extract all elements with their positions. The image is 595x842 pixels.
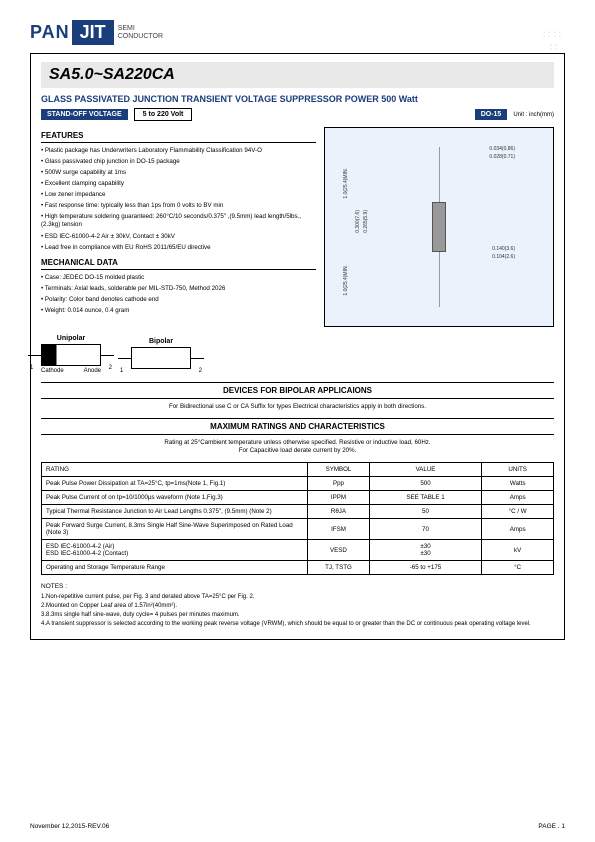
table-row: Peak Pulse Power Dissipation at TA=25°C,… (42, 477, 554, 491)
mechdata-item: Polarity: Color band denotes cathode end (41, 296, 316, 304)
dim-label: 0.140(3.6) (492, 246, 515, 252)
standoff-label: STAND-OFF VOLTAGE (41, 109, 128, 120)
mechdata-header: MECHANICAL DATA (41, 258, 316, 270)
table-row: Typical Thermal Resistance Junction to A… (42, 505, 554, 519)
feature-item: ESD IEC-61000-4-2 Air ± 30kV, Contact ± … (41, 233, 316, 241)
subtitle: GLASS PASSIVATED JUNCTION TRANSIENT VOLT… (41, 94, 554, 104)
dim-label: 0.300(7.6) (355, 210, 361, 233)
logo-subtitle: SEMI CONDUCTOR (118, 25, 163, 40)
notes-list: 1.Non-repetitive current pulse, per Fig.… (41, 593, 554, 629)
col-value: VALUE (369, 463, 482, 477)
table-cell: -65 to +175 (369, 561, 482, 575)
logo-jit: JIT (72, 20, 114, 45)
feature-item: 500W surge capability at 1ms (41, 169, 316, 177)
table-cell: Amps (482, 519, 554, 540)
table-cell: VESD (308, 540, 369, 561)
standoff-range: 5 to 220 Volt (134, 108, 193, 121)
footer-date: November 12,2015-REV.06 (30, 823, 109, 830)
cathode-label: Cathode (41, 368, 64, 374)
table-cell: 500 (369, 477, 482, 491)
footer: November 12,2015-REV.06 PAGE . 1 (30, 823, 565, 830)
feature-item: Lead free in compliance with EU RoHS 201… (41, 244, 316, 252)
logo: PAN JIT SEMI CONDUCTOR (30, 20, 565, 45)
feature-item: Glass passivated chip junction in DO-15 … (41, 158, 316, 166)
table-cell: SEE TABLE 1 (369, 491, 482, 505)
col-symbol: SYMBOL (308, 463, 369, 477)
table-cell: Watts (482, 477, 554, 491)
logo-pan: PAN (30, 22, 70, 43)
devices-header: DEVICES FOR BIPOLAR APPLICAIONS (41, 382, 554, 399)
note-item: 4.A transient suppressor is selected acc… (41, 620, 554, 629)
note-item: 1.Non-repetitive current pulse, per Fig.… (41, 593, 554, 602)
note-item: 2.Mounted on Copper Leaf area of 1.57in²… (41, 602, 554, 611)
mechdata-item: Case: JEDEC DO-15 molded plastic (41, 274, 316, 282)
table-cell: IPPM (308, 491, 369, 505)
col-rating: RATING (42, 463, 308, 477)
table-cell: Amps (482, 491, 554, 505)
table-cell: °C (482, 561, 554, 575)
package-diagram: 0.034(0.86) 0.028(0.71) 1.0(25.4)MIN. 0.… (324, 127, 554, 327)
table-cell: 70 (369, 519, 482, 540)
table-cell: 50 (369, 505, 482, 519)
table-cell: IFSM (308, 519, 369, 540)
table-cell: kV (482, 540, 554, 561)
mechdata-list: Case: JEDEC DO-15 molded plastic Termina… (41, 274, 316, 315)
lead-bottom (439, 252, 440, 307)
table-cell: Peak Pulse Current of on tp=10/1000μs wa… (42, 491, 308, 505)
table-cell: Peak Pulse Power Dissipation at TA=25°C,… (42, 477, 308, 491)
note-item: 3.8.3ms single half sine-wave, duty cycl… (41, 611, 554, 620)
dim-label: 1.0(25.4)MIN. (343, 168, 349, 199)
dim-label: 0.028(0.71) (489, 154, 515, 160)
package-body (432, 202, 446, 252)
table-cell: RθJA (308, 505, 369, 519)
table-cell: ESD IEC-61000-4-2 (Air) ESD IEC-61000-4-… (42, 540, 308, 561)
devices-note: For Bidirectional use C or CA Suffix for… (41, 403, 554, 412)
table-row: Peak Pulse Current of on tp=10/1000μs wa… (42, 491, 554, 505)
bipolar-block: Bipolar 1 2 (131, 338, 191, 371)
mechdata-item: Weight: 0.014 ounce, 0.4 gram (41, 307, 316, 315)
table-row: Operating and Storage Temperature RangeT… (42, 561, 554, 575)
feature-item: Low zener impedance (41, 191, 316, 199)
feature-item: Excellent clamping capability (41, 180, 316, 188)
table-cell: Operating and Storage Temperature Range (42, 561, 308, 575)
maxratings-note: Rating at 25°Cambient temperature unless… (41, 439, 554, 456)
lead-top (439, 147, 440, 202)
bipolar-label: Bipolar (131, 338, 191, 345)
decorative-dots: ∷∷ ∷ (543, 28, 565, 54)
table-cell: Typical Thermal Resistance Junction to A… (42, 505, 308, 519)
features-header: FEATURES (41, 131, 316, 143)
table-row: Peak Forward Surge Current, 8.3ms Single… (42, 519, 554, 540)
unit-label: Unit : inch(mm) (513, 112, 554, 118)
table-cell: Ppp (308, 477, 369, 491)
unipolar-shape: 1 2 (41, 344, 101, 366)
table-cell: Peak Forward Surge Current, 8.3ms Single… (42, 519, 308, 540)
part-title: SA5.0~SA220CA (41, 62, 554, 88)
col-units: UNITS (482, 463, 554, 477)
unipolar-label: Unipolar (41, 335, 101, 342)
dim-label: 0.034(0.86) (489, 146, 515, 152)
table-cell: TJ, TSTG (308, 561, 369, 575)
maxratings-header: MAXIMUM RATINGS AND CHARACTERISTICS (41, 418, 554, 435)
package-label: DO-15 (475, 109, 508, 120)
ratings-table: RATING SYMBOL VALUE UNITS Peak Pulse Pow… (41, 462, 554, 575)
unipolar-block: Unipolar 1 2 Cathode Anode (41, 335, 101, 374)
anode-label: Anode (84, 368, 101, 374)
page-frame: SA5.0~SA220CA GLASS PASSIVATED JUNCTION … (30, 53, 565, 640)
table-cell: ±30 ±30 (369, 540, 482, 561)
bipolar-shape: 1 2 (131, 347, 191, 369)
features-list: Plastic package has Underwriters Laborat… (41, 147, 316, 252)
dim-label: 0.265(5.9) (363, 210, 369, 233)
feature-item: Plastic package has Underwriters Laborat… (41, 147, 316, 155)
table-cell: °C / W (482, 505, 554, 519)
feature-item: High temperature soldering guaranteed: 2… (41, 213, 316, 229)
label-row: STAND-OFF VOLTAGE 5 to 220 Volt DO-15 Un… (41, 108, 554, 121)
dim-label: 0.104(2.6) (492, 254, 515, 260)
table-row: ESD IEC-61000-4-2 (Air) ESD IEC-61000-4-… (42, 540, 554, 561)
polarity-diagrams: Unipolar 1 2 Cathode Anode Bipolar 1 2 (41, 335, 554, 374)
notes-header: NOTES : (41, 583, 554, 590)
dim-label: 1.0(25.4)MIN. (343, 265, 349, 296)
mechdata-item: Terminals: Axial leads, solderable per M… (41, 285, 316, 293)
footer-page: PAGE . 1 (538, 823, 565, 830)
feature-item: Fast response time: typically less than … (41, 202, 316, 210)
